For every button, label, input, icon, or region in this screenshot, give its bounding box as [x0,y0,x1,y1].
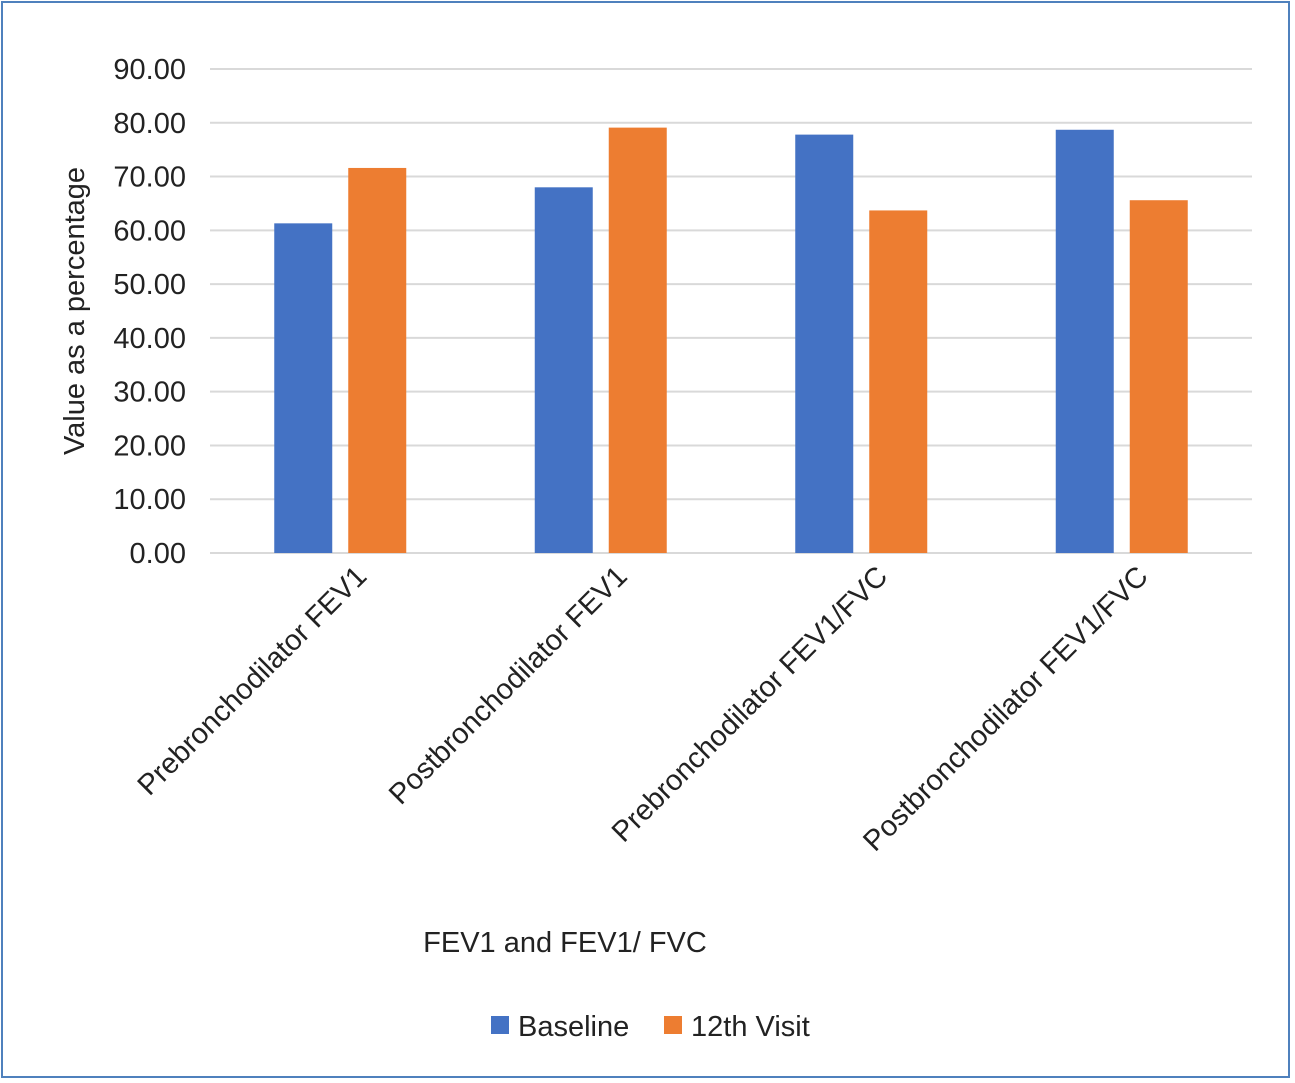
x-axis-title: FEV1 and FEV1/ FVC [423,927,707,959]
y-axis-ticks: 0.00 10.00 20.00 30.00 40.00 50.00 60.00 70.00 8… [113,54,186,570]
y-tick-label: 40.00 [113,323,186,355]
legend-label: Baseline [518,1011,629,1043]
y-tick-label: 10.00 [113,484,186,516]
legend-swatch [491,1016,509,1034]
bar-12th-visit-2 [608,127,667,554]
legend-swatch [664,1016,682,1034]
x-category-label: Postbronchodilator FEV1/FVC [857,560,1154,857]
legend: Baseline 12th Visit [491,1011,810,1043]
y-axis-title: Value as a percentage [59,167,91,455]
y-tick-label: 60.00 [113,215,186,247]
bar-12th-visit-1 [348,167,407,553]
legend-label: 12th Visit [691,1011,810,1043]
y-tick-label: 20.00 [113,430,186,462]
y-tick-label: 0.00 [130,538,186,570]
x-category-label: Postbronchodilator FEV1 [383,560,634,811]
x-category-label: Prebronchodilator FEV1 [132,560,373,801]
y-tick-label: 90.00 [113,54,186,86]
y-tick-label: 50.00 [113,269,186,301]
bar-12th-visit-4 [1129,200,1188,553]
bar-12th-visit-3 [869,210,928,554]
bar-baseline-3 [795,134,854,553]
bar-baseline-1 [274,223,333,553]
y-tick-label: 80.00 [113,108,186,140]
x-axis-category-labels: Prebronchodilator FEV1 Postbronchodilator… [132,560,1155,857]
bar-baseline-4 [1055,129,1114,553]
y-tick-label: 70.00 [113,162,186,194]
bars [274,127,1188,554]
y-tick-label: 30.00 [113,377,186,409]
bar-baseline-2 [534,187,593,554]
x-category-label: Prebronchodilator FEV1/FVC [606,560,894,848]
